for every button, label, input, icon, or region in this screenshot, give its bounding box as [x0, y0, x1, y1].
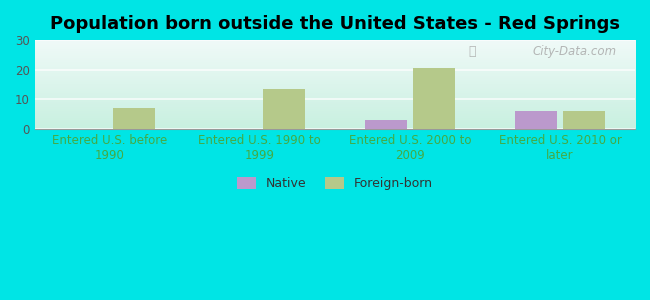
Text: ⓘ: ⓘ: [469, 44, 476, 58]
Bar: [563, 111, 605, 129]
Bar: [413, 68, 455, 129]
Legend: Native, Foreign-born: Native, Foreign-born: [232, 172, 438, 195]
Bar: [515, 111, 557, 129]
Bar: [263, 89, 305, 129]
Text: City-Data.com: City-Data.com: [533, 44, 617, 58]
Bar: [365, 120, 407, 129]
Title: Population born outside the United States - Red Springs: Population born outside the United State…: [50, 15, 620, 33]
Bar: [112, 108, 155, 129]
